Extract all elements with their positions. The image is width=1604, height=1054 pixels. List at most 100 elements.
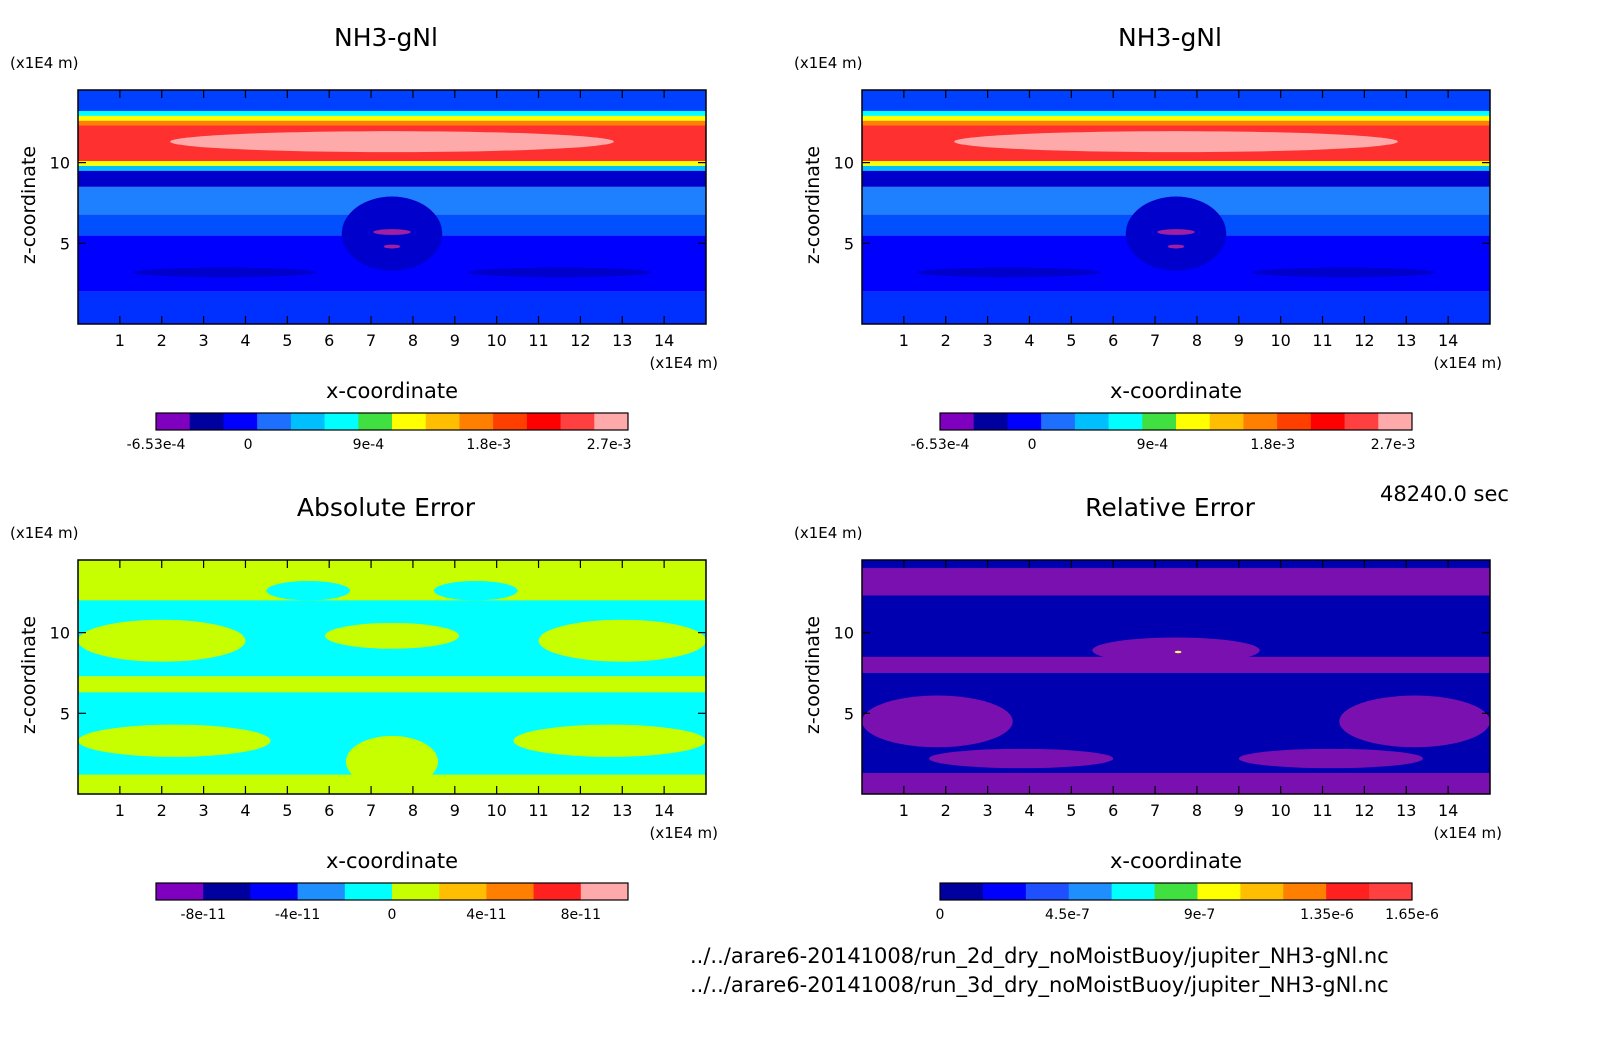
- colorbar-swatch: [297, 883, 346, 900]
- x-tick-label: 12: [570, 331, 590, 350]
- plot-frame: [861, 559, 1491, 795]
- colorbar-swatch: [1369, 883, 1413, 900]
- x-tick-label: 6: [1108, 801, 1118, 820]
- x-tick-label: 1: [899, 331, 909, 350]
- colorbar-tick-label: 2.7e-3: [1371, 437, 1416, 453]
- colorbar-tick-label: 1.35e-6: [1300, 907, 1354, 923]
- colorbar-tick-label: -4e-11: [275, 907, 320, 923]
- colorbar-swatch: [1041, 413, 1076, 430]
- x-tick-label: 7: [366, 331, 376, 350]
- x-tick-label: 14: [1438, 801, 1458, 820]
- y-tick-label: 5: [60, 234, 70, 253]
- contour-band: [862, 120, 1490, 126]
- x-tick-label: 1: [115, 331, 125, 350]
- colorbar-swatch: [1025, 883, 1070, 900]
- x-tick-label: 12: [570, 801, 590, 820]
- x-tick-label: 14: [654, 331, 674, 350]
- contour-band: [862, 161, 1490, 166]
- colorbar-swatch: [1007, 413, 1042, 430]
- contour-band: [862, 291, 1490, 324]
- colorbar-frame: [939, 882, 1413, 901]
- contour-region: [916, 267, 1101, 278]
- plot-frame: [861, 89, 1491, 325]
- contour-region: [538, 619, 706, 662]
- y-tick-label: 10: [50, 154, 70, 173]
- chart-title: NH3-gNl: [1118, 23, 1222, 52]
- y-tick-label: 10: [50, 624, 70, 643]
- contour-region: [433, 580, 518, 601]
- x-tick-label: 4: [1024, 331, 1034, 350]
- colorbar-swatch: [1243, 413, 1278, 430]
- contour-region: [1146, 672, 1206, 754]
- contour-region: [1251, 267, 1436, 278]
- colorbar-swatch: [486, 883, 535, 900]
- colorbar-swatch: [1240, 883, 1284, 900]
- panel-nh3-gnl-3d: NH3-gNl(x1E4 m)1 2 3 4 5 6 7 8 9 10 11 12 13 14510(x1…: [794, 23, 1502, 453]
- contour-band: [78, 291, 706, 324]
- x-tick-label: 6: [324, 331, 334, 350]
- plot-frame: [77, 559, 707, 795]
- x-tick-label: 2: [157, 331, 167, 350]
- contour-region: [132, 267, 317, 278]
- colorbar-swatch: [257, 413, 292, 430]
- colorbar-swatch: [940, 413, 975, 430]
- x-axis-unit: (x1E4 m): [1433, 824, 1502, 842]
- contour-band: [862, 110, 1490, 116]
- x-tick-label: 6: [324, 801, 334, 820]
- x-tick-label: 7: [366, 801, 376, 820]
- colorbar-swatch: [1283, 883, 1327, 900]
- colorbar-swatch: [344, 883, 393, 900]
- x-tick-label: 10: [486, 801, 506, 820]
- contour-region: [513, 724, 706, 757]
- colorbar-tick-label: 9e-4: [353, 437, 385, 453]
- y-tick-label: 10: [834, 624, 854, 643]
- x-tick-label: 8: [408, 331, 418, 350]
- y-tick-label: 5: [60, 704, 70, 723]
- contour-region: [325, 622, 459, 649]
- contour-region: [1174, 650, 1182, 654]
- colorbar-swatch: [358, 413, 393, 430]
- x-tick-label: 13: [612, 801, 632, 820]
- x-tick-label: 6: [1108, 331, 1118, 350]
- colorbar-tick-label: 1.8e-3: [1250, 437, 1295, 453]
- colorbar-tick-label: -6.53e-4: [911, 437, 970, 453]
- y-axis-label: z-coordinate: [802, 616, 824, 734]
- y-tick-label: 5: [844, 234, 854, 253]
- colorbar-tick-label: 9e-4: [1137, 437, 1169, 453]
- field-area: [78, 90, 706, 324]
- contour-band: [862, 170, 1490, 187]
- field-area: [78, 560, 706, 794]
- contour-band: [78, 120, 706, 126]
- x-tick-label: 9: [450, 331, 460, 350]
- colorbar-swatch: [594, 413, 629, 430]
- colorbar-swatch: [324, 413, 359, 430]
- x-axis-unit: (x1E4 m): [649, 824, 718, 842]
- contour-band: [862, 568, 1490, 596]
- colorbar-frame: [939, 412, 1413, 431]
- colorbar-tick-label: 8e-11: [561, 907, 601, 923]
- contour-band: [862, 115, 1490, 121]
- colorbar-swatch: [1378, 413, 1413, 430]
- x-tick-label: 11: [1312, 801, 1332, 820]
- x-tick-label: 3: [199, 801, 209, 820]
- y-tick-label: 5: [844, 704, 854, 723]
- x-tick-label: 9: [1234, 801, 1244, 820]
- x-axis-label: x-coordinate: [326, 849, 458, 873]
- contour-region: [1157, 229, 1195, 235]
- colorbar-swatch: [290, 413, 326, 430]
- contour-region: [78, 724, 271, 757]
- colorbar-swatch: [156, 413, 191, 430]
- contour-region: [383, 244, 401, 249]
- colorbar-tick-label: 2.7e-3: [587, 437, 632, 453]
- x-tick-label: 13: [1396, 801, 1416, 820]
- colorbar-swatch: [392, 413, 427, 430]
- chart-title: NH3-gNl: [334, 23, 438, 52]
- colorbar-swatch: [1209, 413, 1244, 430]
- contour-region: [954, 131, 1398, 153]
- colorbar-tick-label: -8e-11: [180, 907, 225, 923]
- contour-region: [373, 229, 411, 235]
- y-axis-unit: (x1E4 m): [794, 524, 863, 542]
- y-axis-unit: (x1E4 m): [794, 54, 863, 72]
- y-axis-label: z-coordinate: [802, 146, 824, 264]
- colorbar-swatch: [1310, 413, 1346, 430]
